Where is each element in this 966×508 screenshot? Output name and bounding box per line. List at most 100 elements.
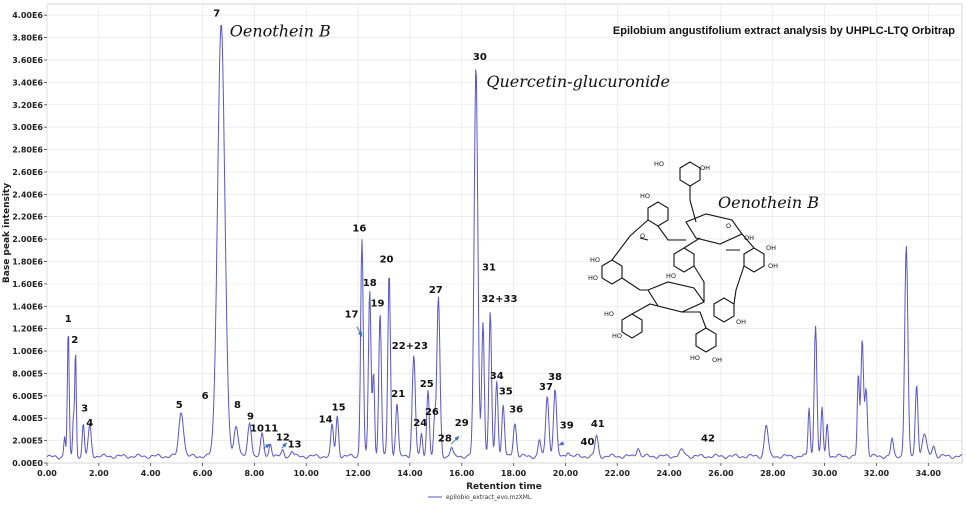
x-tick-label: 34.00 bbox=[916, 469, 942, 478]
x-tick-label: 6.00 bbox=[193, 469, 213, 478]
peak-arrows bbox=[263, 326, 565, 449]
x-tick-label: 26.00 bbox=[708, 469, 734, 478]
oenothein-b-structure: Oenothein B HO OH HO HO HO HO OH OH OH H… bbox=[588, 160, 819, 364]
legend: epilobio_extract_evo.mzXML bbox=[428, 494, 532, 501]
y-axis-ticks: 0.00E0 2.00E5 4.00E5 6.00E5 8.00E5 1.00E6 1.20… bbox=[12, 11, 47, 468]
peak-label: 7 bbox=[213, 8, 220, 19]
peak-label: 35 bbox=[499, 387, 513, 398]
y-tick-label: 4.00E5 bbox=[12, 414, 43, 423]
peak-label: 13 bbox=[288, 439, 302, 450]
x-tick-label: 28.00 bbox=[760, 469, 786, 478]
peak-label: 34 bbox=[490, 371, 504, 382]
peak-label: 37 bbox=[539, 382, 553, 393]
peak-label: 15 bbox=[332, 402, 346, 413]
peak-label: 41 bbox=[591, 419, 605, 430]
peak-label: 3 bbox=[81, 404, 88, 415]
peak-label: 42 bbox=[701, 434, 715, 445]
structure-text: HO bbox=[590, 256, 600, 264]
peak-label: 39 bbox=[560, 420, 574, 431]
peak-label: 27 bbox=[429, 285, 443, 296]
peak-label: 36 bbox=[509, 405, 523, 416]
peak-label: 17 bbox=[345, 309, 359, 320]
peak-label: 18 bbox=[363, 278, 377, 289]
ring bbox=[713, 297, 735, 323]
x-tick-label: 18.00 bbox=[501, 469, 527, 478]
peak-label: 5 bbox=[176, 400, 183, 411]
chromatogram-trace bbox=[46, 24, 963, 460]
peak-label: 19 bbox=[371, 298, 385, 309]
peak-label: 12 bbox=[276, 433, 290, 444]
peak-label: 20 bbox=[380, 255, 394, 266]
y-tick-label: 6.00E5 bbox=[12, 392, 43, 401]
y-tick-label: 1.60E6 bbox=[12, 280, 43, 289]
arrow-head bbox=[454, 436, 460, 441]
structure-text: HO bbox=[640, 192, 650, 200]
x-tick-label: 4.00 bbox=[141, 469, 161, 478]
peak-label: 16 bbox=[352, 223, 366, 234]
y-tick-label: 3.40E6 bbox=[12, 78, 43, 87]
peak-label: 9 bbox=[247, 411, 254, 422]
compound-annotation: Oenothein B bbox=[230, 21, 331, 40]
y-tick-label: 2.00E6 bbox=[12, 235, 43, 244]
peak-label: 11 bbox=[264, 424, 278, 435]
x-axis-ticks: 0.00 2.00 4.00 6.00 8.00 10.00 12.00 14.00 16.00… bbox=[37, 463, 941, 478]
arrow-head bbox=[264, 443, 270, 449]
y-tick-label: 3.80E6 bbox=[12, 34, 43, 43]
gridlines bbox=[46, 4, 962, 463]
structure-text: HO bbox=[612, 332, 622, 340]
compound-annotations: Oenothein B Quercetin-glucuronide bbox=[230, 21, 670, 90]
peak-label: 30 bbox=[473, 52, 487, 63]
peak-label: 2 bbox=[71, 335, 78, 346]
structure-text: HO bbox=[604, 310, 614, 318]
x-tick-label: 32.00 bbox=[864, 469, 890, 478]
peak-label: 1 bbox=[65, 314, 72, 325]
y-tick-label: 2.20E6 bbox=[12, 213, 43, 222]
x-tick-label: 2.00 bbox=[89, 469, 109, 478]
x-axis-title: Retention time bbox=[466, 482, 542, 492]
peak-label: 4 bbox=[86, 418, 93, 429]
peak-label: 8 bbox=[234, 400, 241, 411]
arrow-head bbox=[558, 441, 564, 446]
y-tick-label: 2.60E6 bbox=[12, 168, 43, 177]
peak-label: 38 bbox=[548, 372, 562, 383]
compound-annotation: Quercetin-glucuronide bbox=[486, 72, 670, 91]
peak-label: 25 bbox=[420, 379, 434, 390]
x-tick-label: 12.00 bbox=[345, 469, 371, 478]
structure-label: Oenothein B bbox=[718, 193, 819, 212]
y-tick-label: 0.00E0 bbox=[12, 459, 43, 468]
peak-label: 24 bbox=[413, 418, 427, 429]
structure-text: O bbox=[726, 222, 731, 230]
y-tick-label: 1.00E6 bbox=[12, 347, 43, 356]
x-tick-label: 8.00 bbox=[244, 469, 264, 478]
chart-title: Epilobium angustifolium extract analysis… bbox=[613, 25, 955, 37]
structure-text: OH bbox=[744, 234, 754, 242]
y-axis-title: Base peak intensity bbox=[2, 183, 12, 283]
x-tick-label: 24.00 bbox=[656, 469, 682, 478]
y-tick-label: 3.00E6 bbox=[12, 123, 43, 132]
bond bbox=[611, 186, 755, 329]
peak-label: 28 bbox=[438, 434, 452, 445]
x-tick-label: 20.00 bbox=[553, 469, 579, 478]
ring bbox=[679, 161, 701, 187]
structure-text: O bbox=[640, 232, 645, 240]
peak-label: 29 bbox=[455, 418, 469, 429]
y-tick-label: 2.80E6 bbox=[12, 146, 43, 155]
y-tick-label: 2.00E5 bbox=[12, 437, 43, 446]
peak-label: 32+33 bbox=[481, 294, 517, 305]
x-tick-label: 0.00 bbox=[37, 469, 57, 478]
y-tick-label: 1.80E6 bbox=[12, 257, 43, 266]
peak-label: 14 bbox=[319, 415, 333, 426]
structure-text: OH bbox=[700, 164, 710, 172]
y-tick-label: 3.20E6 bbox=[12, 101, 43, 110]
peak-label: 21 bbox=[391, 389, 405, 400]
structure-text: OH bbox=[736, 318, 746, 326]
x-tick-label: 14.00 bbox=[397, 469, 423, 478]
y-tick-label: 2.40E6 bbox=[12, 190, 43, 199]
structure-text: OH bbox=[712, 356, 722, 364]
y-tick-label: 1.40E6 bbox=[12, 302, 43, 311]
structure-text: HO bbox=[654, 160, 664, 168]
y-tick-label: 4.00E6 bbox=[12, 11, 43, 20]
peak-label: 10 bbox=[250, 424, 264, 435]
